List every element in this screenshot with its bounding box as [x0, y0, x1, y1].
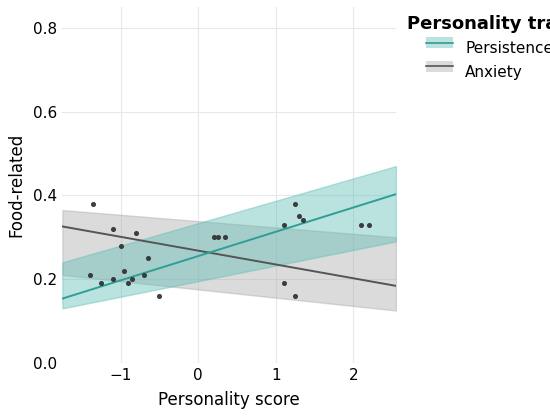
Point — [357, 221, 366, 228]
Point — [108, 225, 117, 232]
Point — [85, 272, 94, 278]
Y-axis label: Food-related: Food-related — [7, 133, 25, 237]
Point — [144, 255, 152, 262]
Point — [291, 201, 300, 207]
Point — [120, 267, 129, 274]
Point — [155, 292, 164, 299]
Point — [295, 213, 304, 220]
Legend: Persistence, Anxiety: Persistence, Anxiety — [407, 15, 550, 80]
Point — [131, 230, 140, 236]
Point — [279, 280, 288, 287]
Point — [365, 221, 373, 228]
Point — [140, 272, 148, 278]
Point — [291, 292, 300, 299]
Point — [89, 201, 98, 207]
Point — [116, 242, 125, 249]
X-axis label: Personality score: Personality score — [158, 391, 300, 409]
Point — [213, 234, 222, 240]
Point — [299, 217, 307, 224]
Point — [124, 280, 133, 287]
Point — [97, 280, 106, 287]
Point — [108, 276, 117, 282]
Point — [279, 221, 288, 228]
Point — [128, 276, 136, 282]
Point — [210, 234, 218, 240]
Point — [221, 234, 230, 240]
